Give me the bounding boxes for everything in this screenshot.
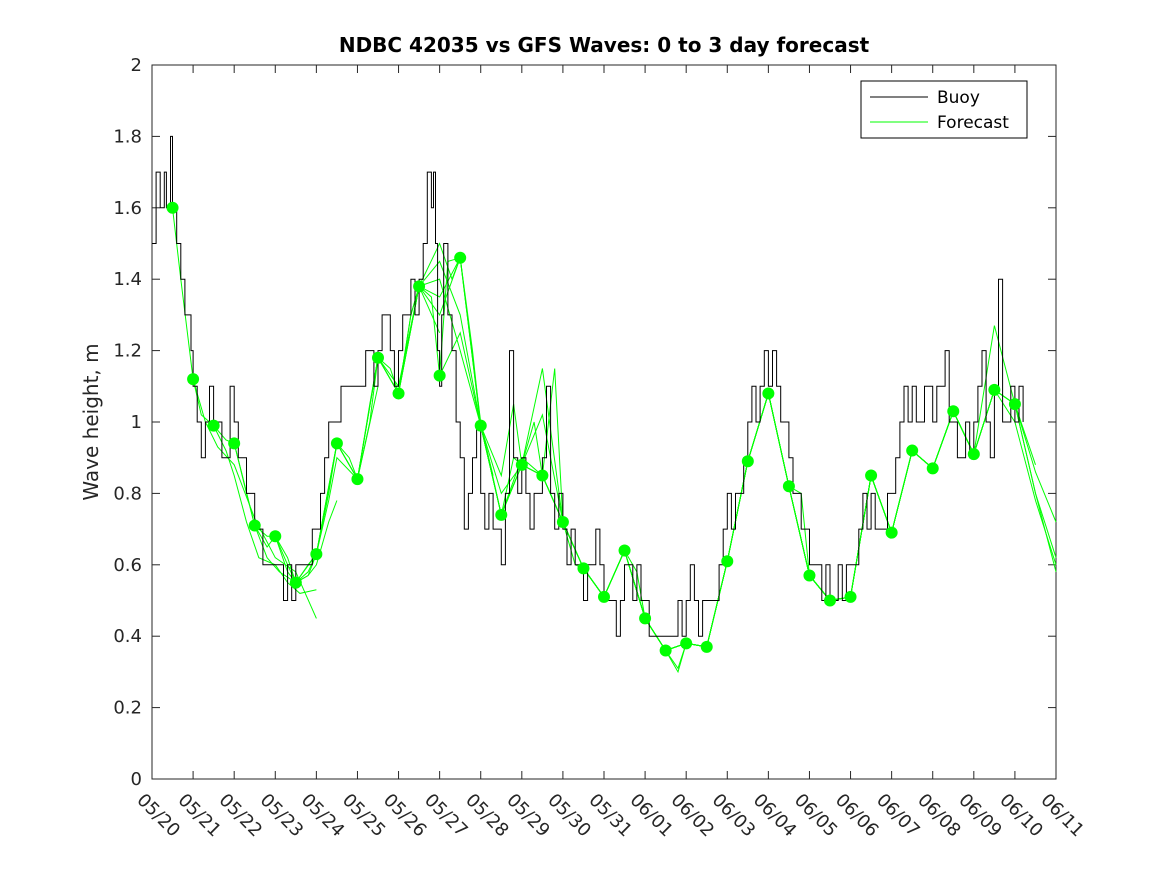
y-tick-label: 1.2 — [113, 341, 142, 362]
chart-title: NDBC 42035 vs GFS Waves: 0 to 3 day fore… — [339, 33, 870, 57]
forecast-marker — [988, 383, 1001, 396]
forecast-marker — [844, 590, 857, 603]
forecast-marker — [536, 469, 549, 482]
y-tick-label: 1.8 — [113, 126, 142, 147]
forecast-marker — [967, 448, 980, 461]
forecast-marker — [454, 251, 467, 264]
y-tick-label: 1 — [131, 412, 142, 433]
forecast-marker — [413, 280, 426, 293]
forecast-marker — [392, 387, 405, 400]
forecast-marker — [248, 519, 261, 532]
y-tick-label: 1.4 — [113, 269, 142, 290]
y-tick-label: 0.4 — [113, 626, 142, 647]
forecast-marker — [207, 419, 220, 432]
forecast-marker — [700, 640, 713, 653]
forecast-marker — [1008, 398, 1021, 411]
forecast-marker — [721, 555, 734, 568]
y-tick-label: 2 — [131, 55, 142, 76]
forecast-marker — [474, 419, 487, 432]
forecast-marker — [639, 612, 652, 625]
forecast-run-line — [952, 388, 1057, 565]
forecast-marker — [289, 576, 302, 589]
forecast-marker — [906, 444, 919, 457]
forecast-marker — [577, 562, 590, 575]
forecast-marker — [885, 526, 898, 539]
forecast-marker — [372, 351, 384, 364]
legend: Buoy Forecast — [860, 80, 1028, 139]
buoy-line — [152, 135, 1024, 637]
forecast-marker — [782, 480, 795, 493]
forecast-run-line — [418, 256, 584, 569]
forecast-marker — [269, 530, 282, 543]
forecast-marker — [187, 373, 200, 386]
legend-box — [860, 80, 1028, 139]
forecast-marker — [659, 644, 672, 657]
forecast-marker — [310, 548, 323, 561]
forecast-marker — [433, 369, 446, 382]
forecast-marker — [824, 594, 836, 607]
forecast-marker — [741, 455, 754, 468]
forecast-marker — [803, 569, 816, 582]
forecast-marker — [515, 458, 528, 471]
y-tick-label: 0.6 — [113, 555, 142, 576]
forecast-marker — [556, 515, 569, 528]
forecast-marker — [495, 508, 508, 521]
forecast-marker — [865, 469, 878, 482]
forecast-marker — [166, 201, 179, 214]
forecast-marker — [680, 637, 693, 650]
y-tick-label: 0.8 — [113, 483, 142, 504]
y-tick-label: 0 — [131, 769, 142, 790]
forecast-run-line — [357, 260, 523, 515]
forecast-marker — [762, 387, 775, 400]
y-tick-label: 0.2 — [113, 698, 142, 719]
forecast-marker — [351, 473, 364, 486]
y-tick-label: 1.6 — [113, 198, 142, 219]
legend-buoy-label: Buoy — [937, 88, 980, 108]
forecast-marker — [228, 437, 241, 450]
forecast-marker — [926, 462, 939, 475]
forecast-marker — [947, 405, 960, 418]
legend-forecast-label: Forecast — [937, 113, 1009, 133]
forecast-marker — [618, 544, 631, 557]
forecast-marker — [598, 590, 610, 603]
y-axis-label: Wave height, m — [79, 343, 103, 500]
forecast-run-line — [377, 278, 543, 478]
forecast-marker — [330, 437, 343, 450]
